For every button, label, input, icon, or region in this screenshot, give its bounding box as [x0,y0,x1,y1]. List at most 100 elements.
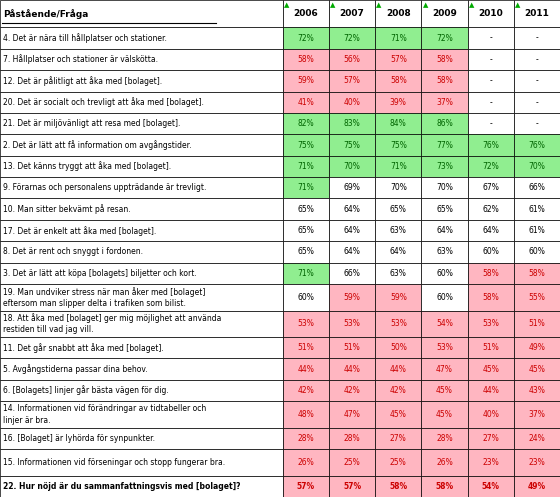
Text: 63%: 63% [390,269,407,278]
Bar [283,380,329,401]
Bar [0,476,283,497]
Bar [421,428,468,449]
Text: -: - [489,98,492,107]
Bar [468,91,514,113]
Text: 42%: 42% [344,386,361,395]
Text: 49%: 49% [528,482,546,491]
Text: 71%: 71% [390,33,407,43]
Text: 64%: 64% [436,226,453,235]
Bar [468,49,514,70]
Text: 53%: 53% [436,343,453,352]
Bar [468,449,514,476]
Text: 70%: 70% [436,183,453,192]
Bar [283,134,329,156]
Bar [468,134,514,156]
Text: 10. Man sitter bekvämt på resan.: 10. Man sitter bekvämt på resan. [3,204,130,214]
Bar [283,27,329,49]
Text: -: - [535,55,538,64]
Text: 45%: 45% [390,410,407,419]
Text: 23%: 23% [529,458,545,467]
Bar [421,337,468,358]
Text: 5. Avgångstiderna passar dina behov.: 5. Avgångstiderna passar dina behov. [3,364,147,374]
Text: 27%: 27% [390,434,407,443]
Bar [468,311,514,337]
Bar [283,284,329,311]
Bar [468,380,514,401]
Text: -: - [489,77,492,85]
Text: 21. Det är miljövänligt att resa med [bolaget].: 21. Det är miljövänligt att resa med [bo… [3,119,180,128]
Text: ▲: ▲ [330,2,335,8]
Bar [421,311,468,337]
Text: 53%: 53% [390,319,407,329]
Text: 72%: 72% [344,33,361,43]
Text: 75%: 75% [297,141,314,150]
Text: 66%: 66% [529,183,545,192]
Bar [329,337,375,358]
Bar [329,0,375,27]
Bar [0,380,283,401]
Text: ▲: ▲ [284,2,290,8]
Bar [375,337,422,358]
Bar [468,156,514,177]
Bar [514,49,560,70]
Bar [514,220,560,241]
Text: 28%: 28% [297,434,314,443]
Text: 57%: 57% [343,482,361,491]
Bar [329,91,375,113]
Text: 24%: 24% [529,434,545,443]
Bar [329,476,375,497]
Text: 67%: 67% [482,183,499,192]
Text: 40%: 40% [482,410,499,419]
Text: 9. Förarnas och personalens uppträdande är trevligt.: 9. Förarnas och personalens uppträdande … [3,183,206,192]
Bar [375,311,422,337]
Bar [0,0,283,27]
Bar [329,113,375,134]
Bar [421,401,468,428]
Bar [283,449,329,476]
Bar [329,49,375,70]
Bar [283,263,329,284]
Text: 47%: 47% [436,365,453,374]
Bar [283,358,329,380]
Text: 4. Det är nära till hållplatser och stationer.: 4. Det är nära till hållplatser och stat… [3,33,167,43]
Bar [468,263,514,284]
Text: 15. Informationen vid förseningar och stopp fungerar bra.: 15. Informationen vid förseningar och st… [3,458,225,467]
Bar [329,177,375,198]
Bar [0,401,283,428]
Bar [329,241,375,263]
Text: 64%: 64% [482,226,499,235]
Bar [375,358,422,380]
Text: 25%: 25% [390,458,407,467]
Bar [421,134,468,156]
Text: 58%: 58% [482,293,499,302]
Bar [375,284,422,311]
Text: 27%: 27% [482,434,499,443]
Text: ▲: ▲ [376,2,382,8]
Text: 77%: 77% [436,141,453,150]
Text: 2011: 2011 [525,9,549,18]
Bar [468,0,514,27]
Bar [468,401,514,428]
Text: 59%: 59% [344,293,361,302]
Text: 60%: 60% [297,293,314,302]
Text: 13. Det känns tryggt att åka med [bolaget].: 13. Det känns tryggt att åka med [bolage… [3,162,171,171]
Bar [329,156,375,177]
Text: 2007: 2007 [340,9,365,18]
Bar [514,27,560,49]
Text: 12. Det är pålitligt att åka med [bolaget].: 12. Det är pålitligt att åka med [bolage… [3,76,162,86]
Text: 69%: 69% [344,183,361,192]
Text: 59%: 59% [297,77,314,85]
Bar [375,198,422,220]
Text: 72%: 72% [297,33,314,43]
Text: 2. Det är lätt att få information om avgångstider.: 2. Det är lätt att få information om avg… [3,140,192,150]
Text: 11. Det går snabbt att åka med [bolaget].: 11. Det går snabbt att åka med [bolaget]… [3,343,164,353]
Bar [468,70,514,91]
Text: 28%: 28% [436,434,453,443]
Bar [0,134,283,156]
Bar [468,358,514,380]
Text: 57%: 57% [390,55,407,64]
Text: 59%: 59% [390,293,407,302]
Bar [283,401,329,428]
Bar [421,358,468,380]
Bar [421,27,468,49]
